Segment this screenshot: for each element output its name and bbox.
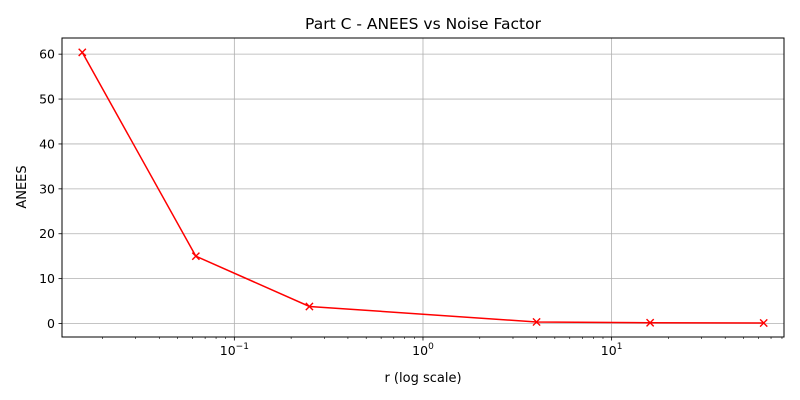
data-point bbox=[759, 318, 768, 328]
marker-stroke bbox=[532, 317, 541, 327]
y-axis: 0 10 20 30 40 50 60 bbox=[39, 47, 62, 331]
y-tick-label: 10 bbox=[39, 271, 55, 286]
marker-stroke bbox=[191, 252, 200, 261]
data-point bbox=[532, 317, 541, 327]
x-tick-label: 10−1 bbox=[220, 342, 249, 358]
x-axis-label: r (log scale) bbox=[384, 371, 461, 386]
y-tick-label: 30 bbox=[39, 181, 55, 196]
y-tick-label: 40 bbox=[39, 136, 55, 151]
y-axis-label: ANEES bbox=[15, 165, 30, 208]
marker-stroke bbox=[78, 48, 87, 57]
y-tick-label: 50 bbox=[39, 92, 55, 107]
y-tick-label: 0 bbox=[47, 316, 55, 331]
x-tick-label: 100 bbox=[412, 342, 434, 358]
y-tick-label: 20 bbox=[39, 226, 55, 241]
data-point bbox=[646, 318, 655, 327]
x-axis: 10−1 100 101 bbox=[220, 337, 623, 358]
marker-stroke bbox=[646, 318, 655, 327]
marker-stroke bbox=[305, 302, 314, 311]
data-point bbox=[305, 302, 314, 311]
x-tick-label: 101 bbox=[601, 342, 623, 358]
series-line bbox=[81, 52, 764, 324]
chart-title: Part C - ANEES vs Noise Factor bbox=[305, 15, 542, 33]
series bbox=[78, 48, 768, 328]
data-point bbox=[191, 252, 200, 261]
data-point bbox=[78, 48, 87, 57]
y-tick-label: 60 bbox=[39, 47, 55, 62]
plot-frame bbox=[61, 37, 785, 338]
grid bbox=[62, 38, 784, 337]
marker-stroke bbox=[759, 318, 768, 328]
